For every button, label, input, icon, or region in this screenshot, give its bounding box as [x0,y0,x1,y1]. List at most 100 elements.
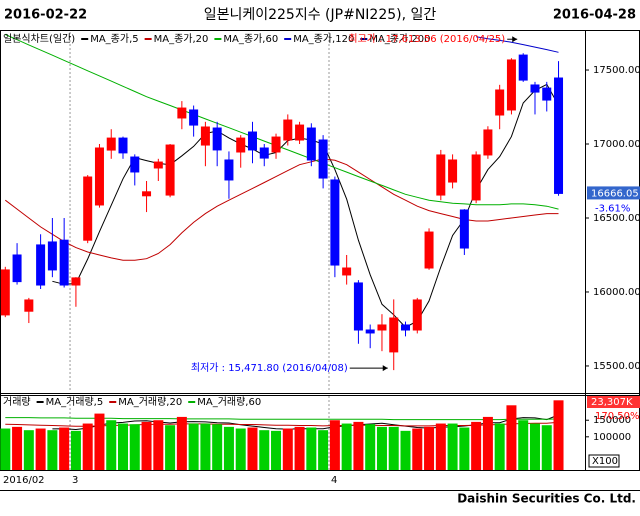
volume-bar [70,430,81,470]
volume-ratio: 170.50% [595,411,640,422]
candle-body [106,137,116,151]
current-volume-box [587,396,640,408]
candle-body [118,137,128,154]
candle-body [283,119,293,141]
volume-bar [153,420,164,470]
volume-bar [59,427,70,470]
candle-body [530,84,540,93]
candle-body [189,109,199,126]
legend-label: 거래량 [3,396,31,408]
volume-bar [459,427,470,470]
volume-bar [447,423,458,470]
end-date: 2016-04-28 [553,8,636,23]
candle-body [459,209,469,249]
candle-body [306,127,316,161]
candle-body [24,299,34,312]
ma-line [52,83,559,328]
candle-body [318,139,328,179]
volume-bar [35,428,46,470]
change: -3.61% [595,203,630,214]
volume-bar [188,423,199,470]
candle-body [212,127,222,151]
volume-bar [235,428,246,470]
legend-label: MA_거래량,5 [46,396,104,408]
candle-body [130,156,140,173]
footer: Daishin Securities Co. Ltd. [457,492,636,506]
y-tick-label: 17000.00 [593,139,640,150]
candle-body [377,324,387,331]
candle-body [259,147,269,159]
x-tick-label: 2016/02 [3,475,45,486]
candle-body [83,176,93,241]
volume-bar [176,416,187,470]
y-tick-label: 16500.00 [593,213,640,224]
volume-bar [212,424,223,470]
volume-bar [365,424,376,470]
candle-body [247,131,257,151]
candle-body [542,87,552,101]
legend-label: MA_종가,120 [293,33,354,45]
volume-bar [353,421,364,470]
candle-body [200,126,210,146]
annotation-arrowhead [382,365,388,372]
candle-body [483,129,493,156]
candle-body [36,244,46,286]
ma-line [476,36,559,53]
candle-body [412,299,422,331]
candle-body [365,329,375,334]
volume-bar [47,430,58,470]
ma-line [5,34,559,210]
candle-body [153,161,163,169]
volume-bar [200,423,211,470]
candle-body [12,254,22,283]
volume-bar [306,427,317,470]
unit-label: X100 [592,456,618,467]
candle-body [389,317,399,353]
annotation: 최고가 : 17,613.56 (2016/04/25) [348,33,505,45]
legend-label: MA_종가,5 [90,33,138,45]
volume-bar [294,426,305,470]
legend-label: MA_거래량,20 [118,396,182,408]
volume-bar [553,400,564,470]
unit-box [588,454,620,468]
candle-body [142,191,152,197]
volume-bar [259,430,270,470]
candle-body [424,231,434,269]
candle-body [165,144,175,196]
candle-body [295,124,305,141]
y-tick-label: 150000 [593,415,631,426]
volume-bar [412,428,423,470]
volume-bar [482,416,493,470]
volume-bar [141,421,152,470]
volume-bar [118,423,129,470]
volume-bar [247,427,258,470]
legend-label: MA_종가,200 [369,33,430,45]
candle-body [401,324,411,331]
legend-label: MA_종가,20 [154,33,209,45]
candle-body [495,89,505,116]
candle-body [518,54,528,81]
volume-bar [518,420,529,470]
volume-bar [12,426,23,470]
legend-label: MA_종가,60 [223,33,278,45]
candle-body [94,147,104,206]
volume-bar [506,405,517,470]
volume-bar [471,421,482,470]
volume-bar [376,426,387,470]
y-tick-label: 15500.00 [593,361,640,372]
candle-body [236,137,246,153]
volume-bar [388,426,399,470]
volume-bar [106,420,117,470]
candle-body [353,282,363,331]
volume-bar [165,425,176,470]
candle-body [506,59,516,111]
last-price: 16666.05 [591,188,639,199]
y-tick-label: 100000 [593,432,631,443]
candle-body [0,269,10,316]
chart-title: 일본니케이225지수 (JP#NI225), 일간 [204,7,437,23]
candle-body [59,239,69,286]
volume-bar [23,430,34,470]
x-tick-label: 4 [331,475,337,486]
volume-bar [435,423,446,470]
